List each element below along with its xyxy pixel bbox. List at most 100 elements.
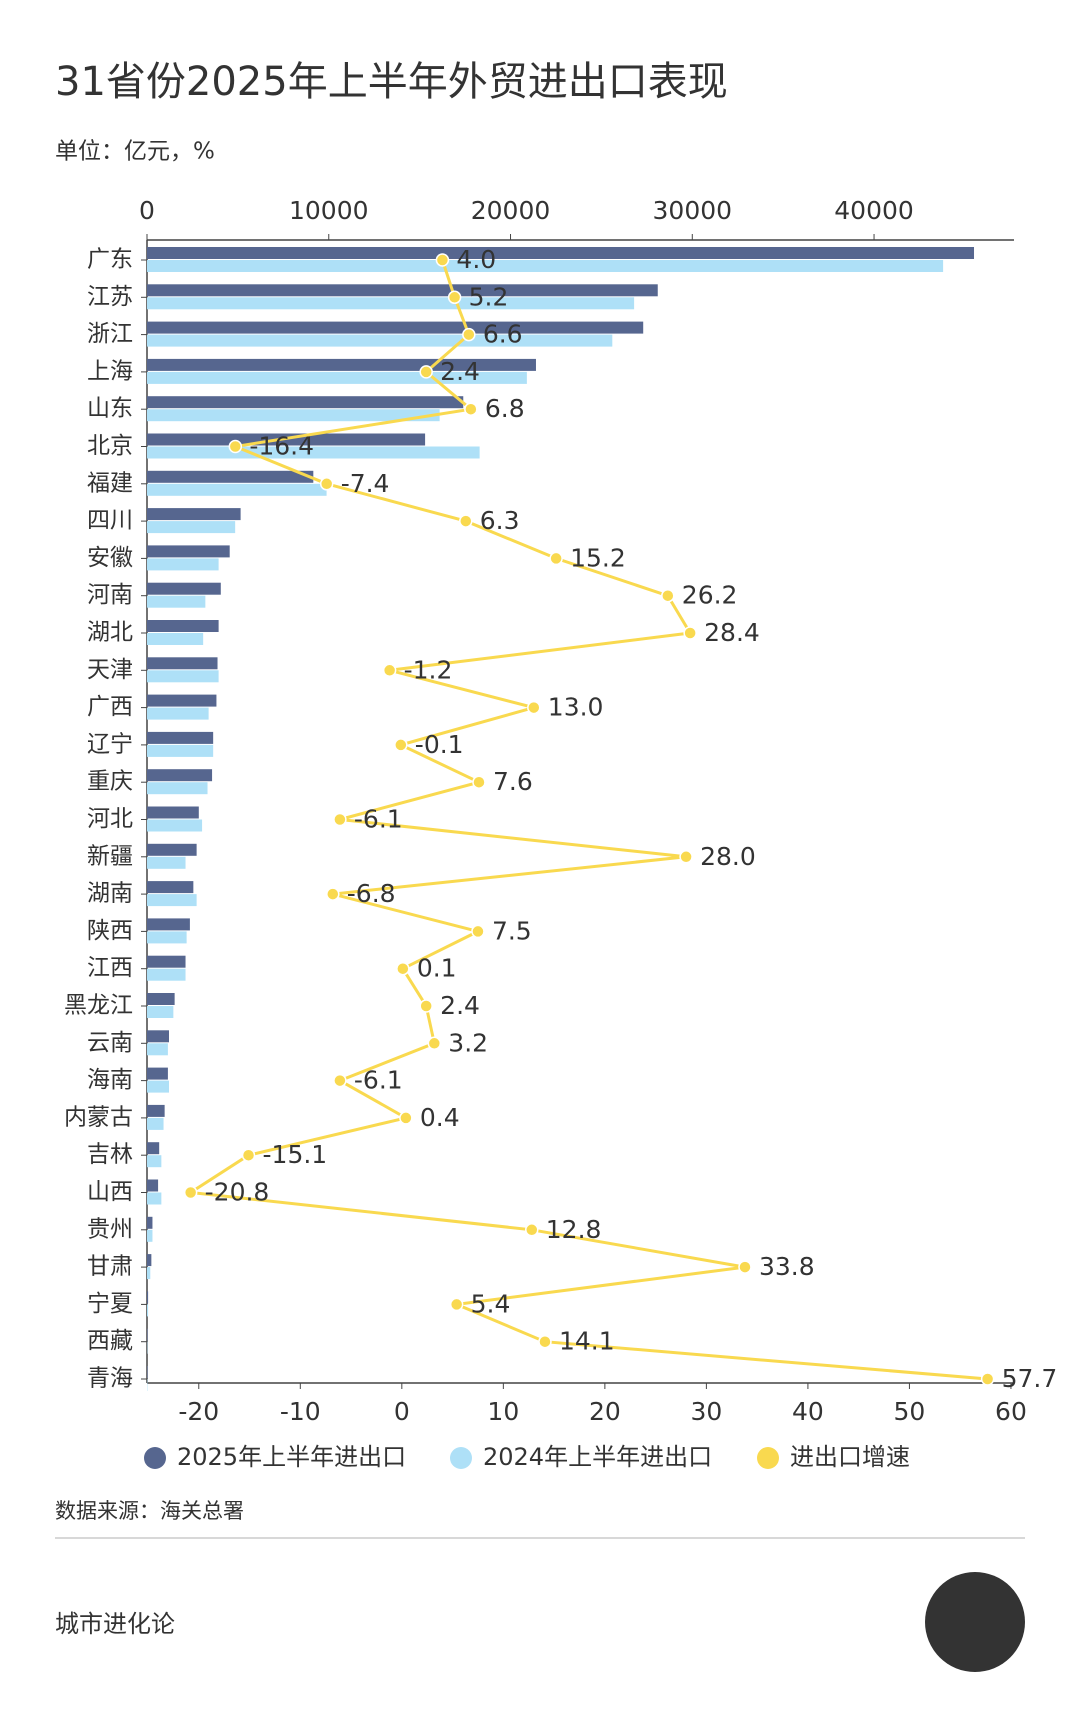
x-tick-label: 20000 [471, 196, 551, 225]
unit-label: 单位：亿元，% [55, 139, 215, 165]
growth-point [449, 1297, 464, 1312]
y-tick-label: 河南 [87, 582, 133, 608]
bar [147, 284, 658, 297]
data-label: 5.2 [469, 282, 509, 311]
bar [147, 521, 236, 534]
x2-tick-label: 60 [995, 1397, 1027, 1426]
legend-swatch [144, 1447, 166, 1469]
brand: 城市进化论 [55, 1610, 175, 1638]
bar [147, 894, 197, 907]
data-label: 2.4 [440, 991, 480, 1020]
x-tick-label: 0 [139, 196, 155, 225]
bar [147, 1104, 165, 1117]
y-tick-label: 江苏 [87, 284, 133, 310]
y-tick-label: 北京 [87, 433, 133, 459]
x2-tick-label: 50 [894, 1397, 926, 1426]
data-label: 14.1 [559, 1327, 615, 1356]
y-tick-label: 陕西 [87, 918, 133, 944]
growth-point [549, 551, 563, 566]
data-label: 6.8 [485, 394, 525, 423]
bar [147, 744, 214, 757]
bar [147, 1155, 162, 1168]
data-label: -6.8 [347, 879, 396, 908]
y-tick-label: 山东 [87, 396, 133, 422]
growth-point [464, 402, 478, 416]
growth-point [394, 738, 408, 752]
growth-point [472, 775, 486, 789]
growth-point [683, 626, 697, 640]
growth-point [396, 961, 410, 976]
bar [147, 1142, 160, 1155]
x-tick-label: 40000 [834, 196, 914, 225]
growth-point [738, 1260, 752, 1274]
growth-point [538, 1334, 552, 1349]
source: 数据来源：海关总署 [55, 1499, 244, 1523]
x-tick-label: 30000 [653, 196, 733, 225]
growth-point [241, 1148, 256, 1162]
bar [147, 247, 975, 259]
bar [147, 1304, 149, 1317]
growth-point [333, 812, 347, 827]
data-label: 33.8 [759, 1252, 815, 1281]
data-label: -7.4 [341, 469, 390, 498]
growth-point [471, 924, 485, 939]
data-label: -16.4 [249, 432, 314, 461]
data-label: -0.1 [415, 730, 464, 759]
data-label: 0.1 [417, 954, 457, 983]
bar [147, 321, 644, 334]
y-tick-label: 广西 [87, 694, 133, 720]
x2-tick-label: 10 [487, 1397, 519, 1426]
bar [147, 558, 219, 571]
bar [147, 1328, 148, 1341]
bar [147, 1080, 169, 1093]
data-label: 7.5 [492, 916, 532, 945]
bar [147, 620, 219, 632]
growth-point [228, 439, 243, 454]
data-label: 2.4 [440, 357, 480, 386]
bar [147, 1366, 148, 1378]
y-tick-label: 甘肃 [87, 1254, 133, 1280]
bar [147, 470, 314, 483]
data-label: 5.4 [471, 1289, 511, 1318]
y-tick-label: 吉林 [87, 1142, 133, 1168]
data-label: 15.2 [570, 543, 626, 572]
growth-point [435, 253, 450, 267]
y-tick-label: 江西 [87, 955, 133, 981]
data-label: 3.2 [448, 1028, 488, 1057]
y-tick-label: 上海 [87, 358, 133, 384]
bar [147, 1192, 162, 1205]
legend-swatch [450, 1447, 472, 1469]
bar [147, 1267, 151, 1280]
bar [147, 1117, 164, 1130]
y-tick-label: 福建 [87, 470, 133, 496]
data-label: -20.8 [205, 1178, 270, 1207]
data-label: 6.3 [480, 506, 520, 535]
y-tick-label: 浙江 [87, 321, 133, 347]
data-label: 12.8 [546, 1215, 602, 1244]
bar [147, 918, 190, 931]
data-label: 7.6 [493, 767, 533, 796]
data-label: 28.4 [704, 618, 760, 647]
y-tick-label: 新疆 [87, 843, 133, 869]
y-tick-label: 内蒙古 [64, 1104, 133, 1130]
data-label: 26.2 [682, 581, 738, 610]
data-label: 6.6 [483, 320, 523, 349]
bar [147, 657, 218, 670]
y-tick-label: 贵州 [87, 1216, 133, 1242]
y-tick-label: 海南 [87, 1067, 133, 1093]
bar [147, 1291, 149, 1304]
y-tick-label: 湖南 [87, 881, 133, 907]
y-tick-label: 天津 [87, 657, 133, 683]
growth-point [419, 365, 433, 379]
x2-tick-label: 20 [589, 1397, 621, 1426]
growth-point [419, 999, 433, 1013]
legend-label: 2024年上半年进出口 [483, 1443, 712, 1471]
growth-line [186, 259, 988, 1381]
bar [147, 1216, 153, 1229]
y-tick-label: 湖北 [87, 620, 133, 646]
bar [147, 806, 199, 819]
y-tick-label: 四川 [87, 508, 133, 534]
y-tick-label: 黑龙江 [64, 993, 133, 1019]
growth-point [399, 1111, 413, 1125]
